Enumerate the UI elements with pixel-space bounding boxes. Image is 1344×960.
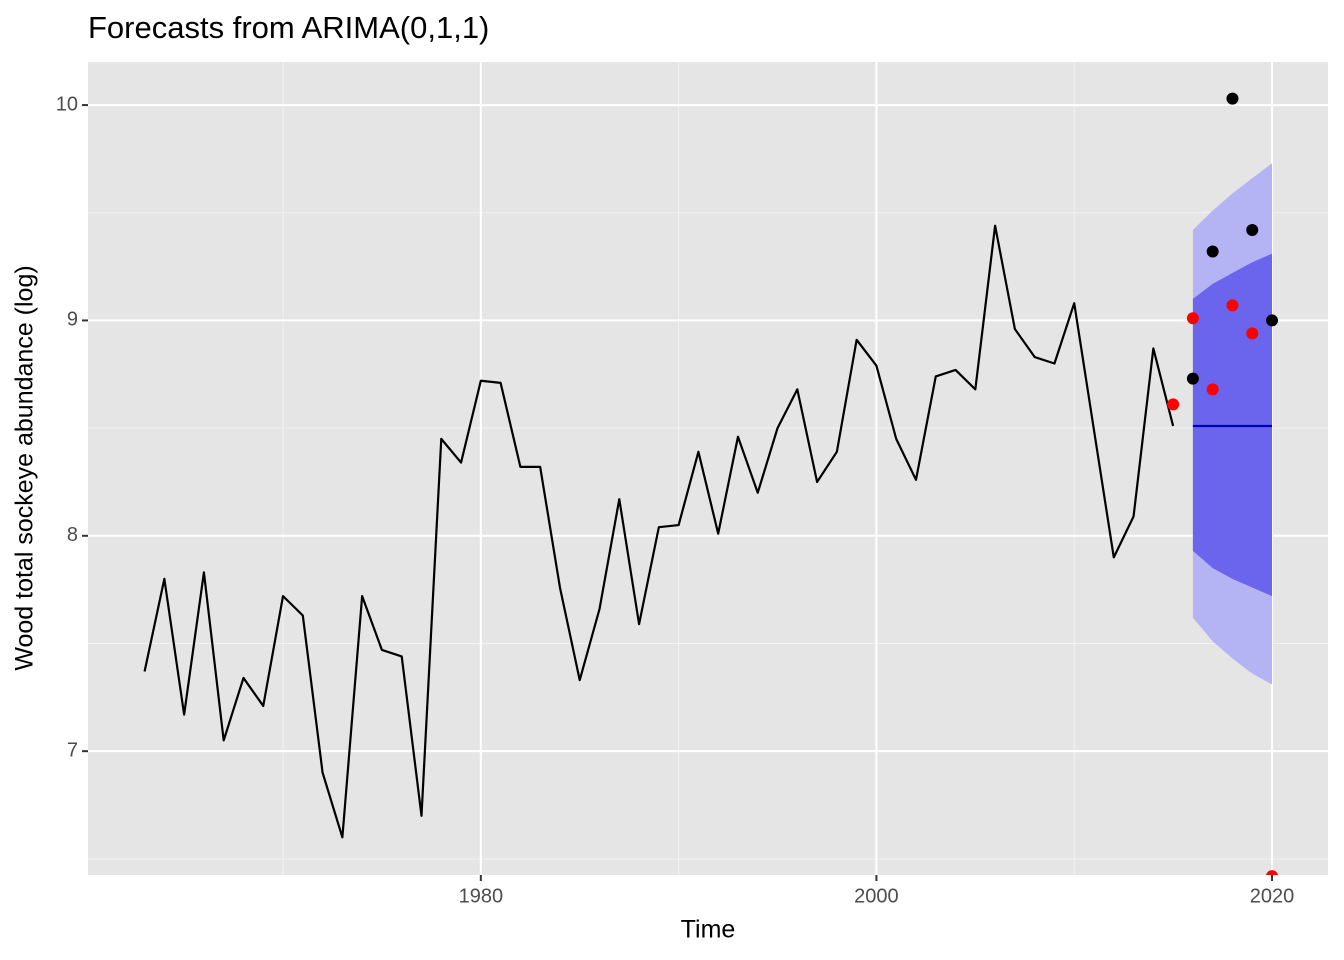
point xyxy=(1167,398,1180,411)
x-tick-label: 1980 xyxy=(459,885,504,907)
point xyxy=(1186,312,1199,325)
chart-title: Forecasts from ARIMA(0,1,1) xyxy=(88,10,489,45)
y-axis-label: Wood total sockeye abundance (log) xyxy=(11,265,39,670)
point xyxy=(1226,92,1239,105)
line xyxy=(143,224,1175,839)
point xyxy=(1266,870,1278,875)
y-tick-label: 8 xyxy=(67,524,78,546)
plot-background xyxy=(88,62,1328,875)
point xyxy=(1206,383,1219,396)
marks xyxy=(143,92,1279,875)
grid xyxy=(88,62,1328,875)
point xyxy=(1226,299,1239,312)
x-tick-label: 2020 xyxy=(1250,885,1295,907)
point xyxy=(1246,327,1259,340)
x-axis-label: Time xyxy=(681,916,736,944)
point xyxy=(1266,314,1279,327)
point xyxy=(1206,245,1219,258)
y-tick-label: 7 xyxy=(67,739,78,761)
y-tick-label: 9 xyxy=(67,309,78,331)
axes: 1980 2000 2020 7 8 9 10 xyxy=(56,93,1295,907)
y-tick-label: 10 xyxy=(56,93,78,115)
point xyxy=(1246,223,1259,236)
x-tick-label: 2000 xyxy=(854,885,899,907)
point xyxy=(1186,372,1199,385)
